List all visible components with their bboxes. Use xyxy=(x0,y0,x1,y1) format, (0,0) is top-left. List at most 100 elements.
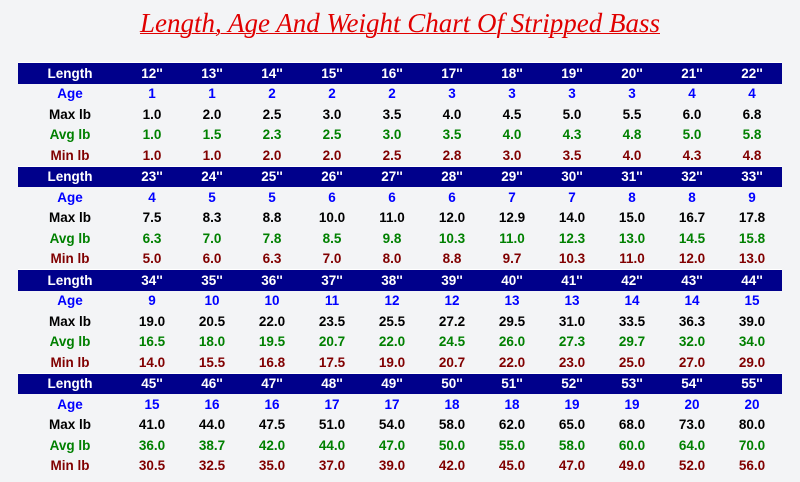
length-cell: 18'' xyxy=(482,62,542,84)
value-cell: 32.5 xyxy=(198,458,226,474)
value-cell: 2 xyxy=(268,86,276,102)
value-cell: 11.0 xyxy=(499,230,525,246)
value-cell: 1.0 xyxy=(142,106,162,122)
value-cell: 36.0 xyxy=(138,437,166,453)
length-cell: 50'' xyxy=(422,372,482,394)
row-label: Min lb xyxy=(50,458,90,474)
value-cell: 7 xyxy=(568,189,576,205)
value-cell: 31.0 xyxy=(558,313,586,329)
value-cell: 47.0 xyxy=(378,437,406,453)
value-cell: 56.0 xyxy=(738,458,766,474)
length-cell: 36'' xyxy=(242,269,302,291)
value-cell: 3.5 xyxy=(442,127,462,143)
value-cell: 6.0 xyxy=(682,106,702,122)
value-cell: 42.0 xyxy=(438,458,466,474)
title: Length, Age And Weight Chart Of Stripped… xyxy=(139,8,660,38)
value-cell: 37.0 xyxy=(318,458,346,474)
data-row: Max lb 1.0 2.0 2.5 3.0 3.5 4.0 4.5 5.0 5.5 6.0 6.8 xyxy=(18,104,782,125)
length-cell: 30'' xyxy=(542,165,602,187)
length-cell: 20'' xyxy=(602,62,662,84)
value-cell: 10 xyxy=(204,293,220,309)
value-cell: 3 xyxy=(628,86,636,102)
data-row: Max lb 19.0 20.5 22.0 23.5 25.5 27.2 29.5 31.0 33… xyxy=(18,311,782,332)
value-cell: 14 xyxy=(684,293,700,309)
length-cell: 24'' xyxy=(182,165,242,187)
value-cell: 29.7 xyxy=(618,334,646,350)
value-cell: 2 xyxy=(388,86,396,102)
value-cell: 6.8 xyxy=(742,106,762,122)
value-cell: 5.0 xyxy=(562,106,582,122)
value-cell: 18 xyxy=(504,396,520,412)
length-cell: 19'' xyxy=(542,62,602,84)
value-cell: 11.0 xyxy=(619,251,645,267)
value-cell: 27.2 xyxy=(438,313,466,329)
data-row: Max lb 41.0 44.0 47.5 51.0 54.0 58.0 62.0 65.0 68… xyxy=(18,415,782,436)
value-cell: 34.0 xyxy=(738,334,766,350)
value-cell: 33.5 xyxy=(618,313,646,329)
length-cell: 48'' xyxy=(302,372,362,394)
length-cell: 49'' xyxy=(362,372,422,394)
length-cell: 42'' xyxy=(602,269,662,291)
value-cell: 2.5 xyxy=(262,106,282,122)
length-cell: 37'' xyxy=(302,269,362,291)
value-cell: 5 xyxy=(208,189,216,205)
value-cell: 5.5 xyxy=(622,106,642,122)
data-row: Avg lb 16.5 18.0 19.5 20.7 22.0 24.5 26.0 27.3 29… xyxy=(18,332,782,353)
value-cell: 19.0 xyxy=(138,313,166,329)
data-row: Age 1 1 2 2 2 3 3 3 3 4 4 xyxy=(18,84,782,105)
value-cell: 2.3 xyxy=(262,127,282,143)
value-cell: 22.0 xyxy=(498,354,526,370)
value-cell: 1 xyxy=(208,86,216,102)
length-cell: 41'' xyxy=(542,269,602,291)
value-cell: 3 xyxy=(448,86,456,102)
value-cell: 80.0 xyxy=(738,417,766,433)
length-cell: 31'' xyxy=(602,165,662,187)
value-cell: 20.5 xyxy=(198,313,226,329)
value-cell: 3.0 xyxy=(322,106,342,122)
row-label: Avg lb xyxy=(49,334,91,350)
value-cell: 4.3 xyxy=(682,147,702,163)
weight-table: Length 12'' 13'' 14'' 15'' 16'' 17'' 18'' 19'' 20… xyxy=(18,62,782,476)
value-cell: 5.0 xyxy=(682,127,702,143)
row-label: Avg lb xyxy=(49,437,91,453)
value-cell: 3.0 xyxy=(502,147,522,163)
value-cell: 23.5 xyxy=(318,313,346,329)
value-cell: 15 xyxy=(144,396,160,412)
header-label: Length xyxy=(18,62,122,84)
value-cell: 60.0 xyxy=(618,437,646,453)
value-cell: 4.0 xyxy=(622,147,642,163)
length-cell: 28'' xyxy=(422,165,482,187)
data-row: Age 15 16 16 17 17 18 18 19 19 20 20 xyxy=(18,394,782,415)
value-cell: 27.3 xyxy=(558,334,586,350)
value-cell: 14.5 xyxy=(678,230,706,246)
value-cell: 73.0 xyxy=(678,417,706,433)
value-cell: 11 xyxy=(324,293,340,309)
value-cell: 8.3 xyxy=(202,210,222,226)
value-cell: 52.0 xyxy=(678,458,706,474)
row-label: Age xyxy=(57,293,83,309)
header-row: Length 34'' 35'' 36'' 37'' 38'' 39'' 40'' 41'' 42… xyxy=(18,269,782,291)
data-row: Age 9 10 10 11 12 12 13 13 14 14 15 xyxy=(18,291,782,312)
value-cell: 7.0 xyxy=(322,251,342,267)
value-cell: 54.0 xyxy=(378,417,406,433)
value-cell: 2.5 xyxy=(382,147,402,163)
length-cell: 32'' xyxy=(662,165,722,187)
value-cell: 24.5 xyxy=(438,334,466,350)
value-cell: 20.7 xyxy=(438,354,466,370)
length-cell: 45'' xyxy=(122,372,182,394)
value-cell: 49.0 xyxy=(618,458,646,474)
length-cell: 27'' xyxy=(362,165,422,187)
value-cell: 30.5 xyxy=(138,458,166,474)
length-cell: 46'' xyxy=(182,372,242,394)
length-cell: 12'' xyxy=(122,62,182,84)
value-cell: 1.0 xyxy=(202,147,222,163)
row-label: Age xyxy=(57,86,83,102)
value-cell: 9.8 xyxy=(382,230,402,246)
length-cell: 44'' xyxy=(722,269,782,291)
row-label: Min lb xyxy=(50,251,90,267)
value-cell: 27.0 xyxy=(678,354,706,370)
value-cell: 19 xyxy=(564,396,580,412)
value-cell: 4.8 xyxy=(742,147,762,163)
value-cell: 50.0 xyxy=(438,437,466,453)
value-cell: 8.8 xyxy=(442,251,462,267)
